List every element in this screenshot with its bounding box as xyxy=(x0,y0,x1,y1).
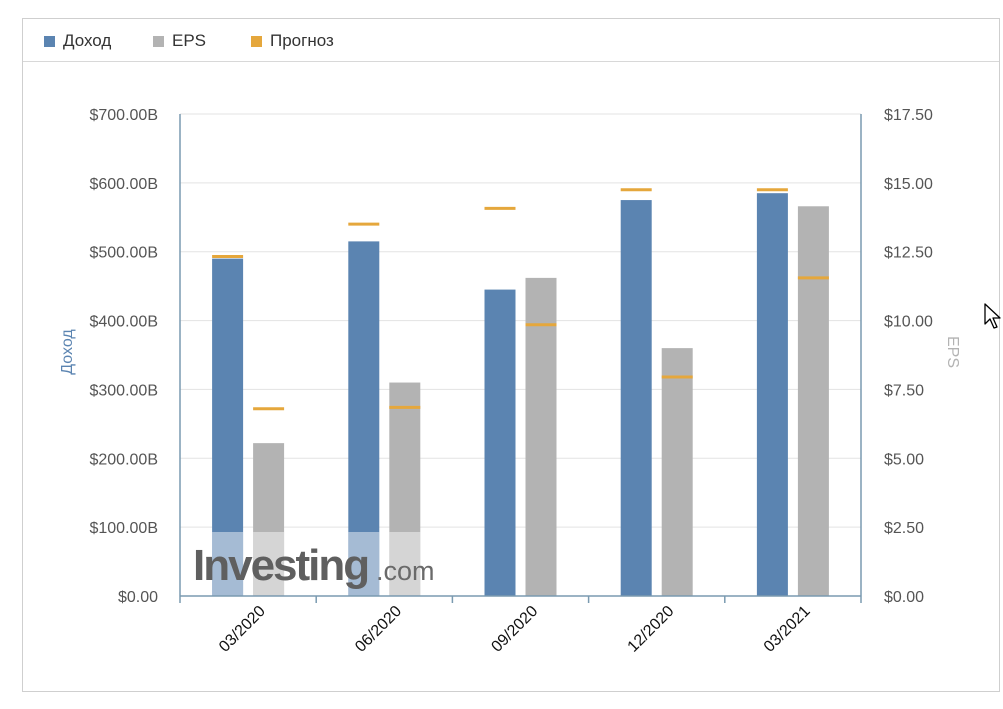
eps-bar xyxy=(797,206,829,597)
eps-bar xyxy=(253,443,285,596)
eps-bar-overlay xyxy=(389,532,421,596)
forecast-markers xyxy=(212,188,829,411)
revenue-bar-overlay xyxy=(212,532,244,596)
x-tick-label: 03/2020 xyxy=(216,603,269,656)
legend-label-eps: EPS xyxy=(172,31,207,50)
x-tick-label: 06/2020 xyxy=(352,603,405,656)
right-tick-label: $17.50 xyxy=(884,107,933,124)
revenue-bar-overlay xyxy=(348,532,380,596)
revenue-bar xyxy=(756,193,788,596)
right-tick-label: $2.50 xyxy=(884,520,924,537)
bars xyxy=(212,193,829,597)
right-axis-title: EPS xyxy=(944,336,961,368)
left-tick-label: $600.00B xyxy=(89,176,158,193)
right-tick-label: $7.50 xyxy=(884,382,924,399)
x-tick-label: 03/2021 xyxy=(761,603,814,656)
eps-bar xyxy=(525,277,557,596)
right-tick-label: $15.00 xyxy=(884,176,933,193)
left-tick-label: $300.00B xyxy=(89,382,158,399)
watermark-suffix: .com xyxy=(376,556,435,586)
right-tick-label: $5.00 xyxy=(884,451,924,468)
gridlines xyxy=(180,113,861,528)
legend-item-revenue[interactable]: Доход xyxy=(44,31,111,51)
watermark-brand: Investing xyxy=(193,541,368,590)
right-tick-label: $12.50 xyxy=(884,245,933,262)
x-tick-label: 12/2020 xyxy=(625,603,678,656)
revenue-bar xyxy=(348,241,380,596)
left-tick-label: $400.00B xyxy=(89,314,158,331)
right-tick-label: $0.00 xyxy=(884,589,924,606)
legend-item-forecast[interactable]: Прогноз xyxy=(251,31,334,51)
mouse-pointer-icon xyxy=(984,303,1001,329)
revenue-bar xyxy=(620,200,652,597)
left-tick-label: $0.00 xyxy=(118,589,158,606)
legend-label-forecast: Прогноз xyxy=(270,31,334,50)
legend-item-eps[interactable]: EPS xyxy=(153,31,206,51)
eps-bar xyxy=(389,382,421,596)
eps-bar-overlay xyxy=(253,532,285,596)
left-tick-label: $200.00B xyxy=(89,451,158,468)
right-tick-label: $10.00 xyxy=(884,314,933,331)
legend-swatch-forecast xyxy=(251,35,262,47)
legend-label-revenue: Доход xyxy=(63,31,112,50)
left-axis-title: Доход xyxy=(59,329,76,375)
legend: Доход EPS Прогноз xyxy=(23,19,999,62)
left-tick-label: $100.00B xyxy=(89,520,158,537)
revenue-bar xyxy=(212,258,244,596)
left-tick-label: $500.00B xyxy=(89,245,158,262)
revenue-bar xyxy=(484,289,516,596)
legend-swatch-revenue xyxy=(44,35,55,47)
x-tick-label: 09/2020 xyxy=(488,603,541,656)
left-tick-label: $700.00B xyxy=(89,107,158,124)
legend-swatch-eps xyxy=(153,35,164,47)
eps-bar xyxy=(661,348,693,596)
watermark: Investing .com xyxy=(193,541,435,590)
